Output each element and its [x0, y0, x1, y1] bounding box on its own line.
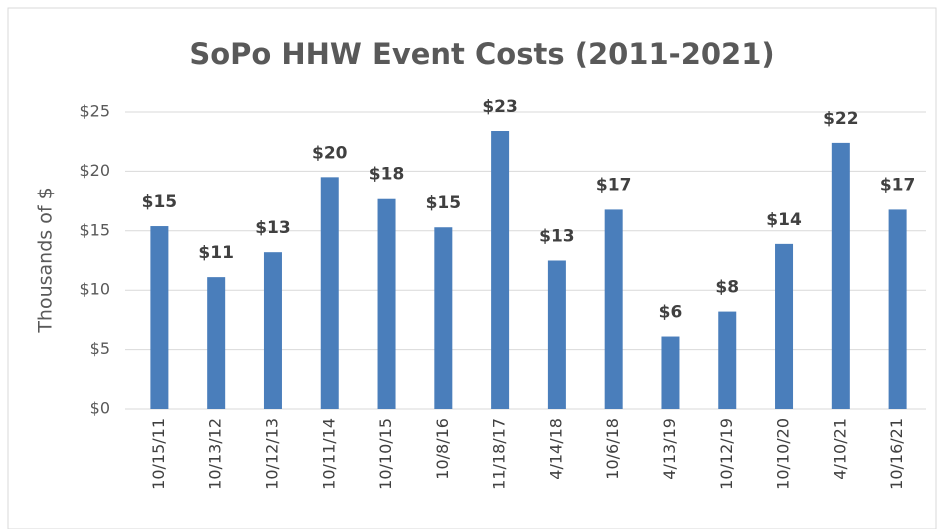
- x-tick-label: 10/13/12: [206, 418, 225, 490]
- x-tick-label: 4/13/19: [660, 418, 679, 480]
- bar: [491, 131, 510, 409]
- bar: [207, 277, 226, 409]
- data-label: $14: [766, 210, 802, 230]
- y-tick-label: $20: [79, 161, 110, 180]
- x-tick-label: 10/10/20: [774, 418, 793, 490]
- y-tick-label: $0: [90, 399, 110, 418]
- bar: [888, 209, 907, 409]
- bar: [718, 311, 737, 409]
- data-label: $8: [715, 278, 739, 298]
- data-label: $15: [142, 192, 178, 212]
- bar: [263, 252, 282, 409]
- bar: [831, 142, 850, 409]
- x-tick-label: 10/15/11: [149, 418, 168, 490]
- bar: [661, 336, 680, 409]
- bar: [377, 198, 396, 409]
- x-tick-label: 10/12/19: [717, 418, 736, 490]
- data-label: $17: [880, 175, 916, 195]
- bar: [775, 243, 794, 409]
- x-tick-label: 10/12/13: [262, 418, 281, 490]
- y-tick-label: $15: [79, 220, 110, 239]
- data-label: $17: [596, 175, 632, 195]
- y-axis-title: Thousands of $: [35, 187, 57, 333]
- x-tick-label: 10/11/14: [319, 418, 338, 490]
- data-label: $11: [198, 243, 234, 263]
- x-tick-label: 4/10/21: [830, 418, 849, 480]
- y-tick-label: $25: [79, 102, 110, 121]
- data-label: $13: [539, 227, 575, 247]
- y-tick-label: $5: [90, 339, 110, 358]
- data-label: $22: [823, 109, 859, 129]
- bar: [150, 226, 169, 409]
- bar: [434, 227, 453, 409]
- data-label: $20: [312, 143, 348, 163]
- y-tick-label: $10: [79, 280, 110, 299]
- chart-frame: [7, 7, 937, 529]
- bar: [547, 260, 566, 409]
- x-tick-label: 10/6/18: [603, 418, 622, 480]
- chart-title: SoPo HHW Event Costs (2011-2021): [189, 37, 774, 71]
- bar: [604, 209, 623, 409]
- data-label: $23: [482, 97, 518, 117]
- data-label: $6: [659, 303, 683, 323]
- bar: [320, 177, 339, 409]
- x-tick-label: 10/10/15: [376, 418, 395, 490]
- x-tick-label: 10/8/16: [433, 418, 452, 480]
- data-label: $18: [369, 165, 405, 185]
- x-tick-label: 11/18/17: [490, 418, 509, 490]
- data-label: $13: [255, 218, 291, 238]
- x-tick-label: 4/14/18: [546, 418, 565, 480]
- data-label: $15: [426, 193, 462, 213]
- x-tick-label: 10/16/21: [887, 418, 906, 490]
